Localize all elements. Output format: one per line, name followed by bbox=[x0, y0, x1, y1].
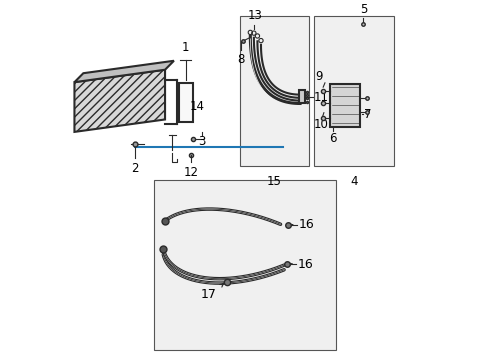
Text: 6: 6 bbox=[329, 132, 337, 145]
Text: 13: 13 bbox=[247, 9, 262, 22]
Bar bbox=[314, 17, 394, 166]
Text: 11: 11 bbox=[313, 91, 328, 104]
Text: 10: 10 bbox=[314, 118, 328, 131]
Polygon shape bbox=[74, 61, 174, 82]
Text: 3: 3 bbox=[198, 135, 205, 148]
Text: 8: 8 bbox=[237, 53, 245, 66]
Text: 1: 1 bbox=[182, 41, 190, 54]
Text: 9: 9 bbox=[315, 70, 322, 83]
Text: 4: 4 bbox=[350, 175, 358, 188]
Bar bbox=[330, 84, 361, 127]
Text: 5: 5 bbox=[360, 4, 367, 17]
Bar bbox=[299, 90, 305, 103]
Text: 2: 2 bbox=[131, 162, 139, 175]
Text: 14: 14 bbox=[189, 99, 204, 113]
Text: 15: 15 bbox=[267, 175, 282, 188]
Text: 16: 16 bbox=[297, 258, 313, 271]
Polygon shape bbox=[74, 70, 165, 132]
Text: 17: 17 bbox=[201, 288, 217, 301]
Text: 12: 12 bbox=[183, 166, 198, 179]
Bar bbox=[240, 17, 309, 166]
Text: 7: 7 bbox=[365, 108, 372, 121]
Bar bbox=[154, 180, 336, 350]
Text: 16: 16 bbox=[298, 219, 314, 231]
Bar bbox=[178, 83, 193, 122]
